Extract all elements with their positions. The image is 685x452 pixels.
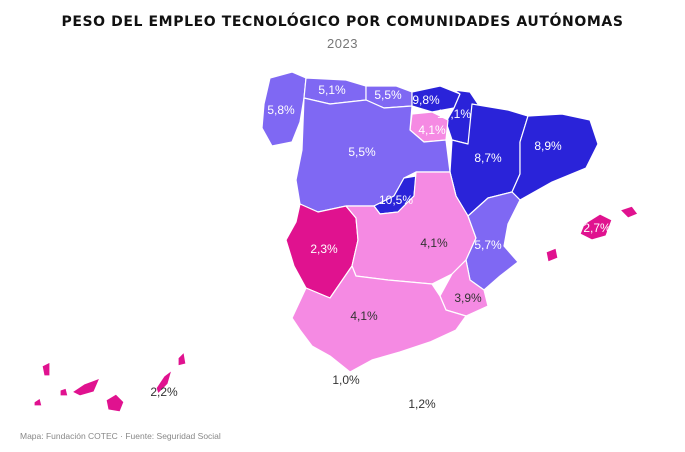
label-aragon: 8,7% [474, 151, 502, 165]
label-castilla-la-mancha: 4,1% [420, 236, 448, 250]
map-subtitle: 2023 [327, 36, 358, 51]
region-baleares-ibiza[interactable] [545, 247, 559, 263]
label-comunidad-valenciana: 5,7% [474, 238, 502, 252]
label-melilla: 1,2% [408, 397, 436, 411]
label-asturias: 5,1% [318, 83, 346, 97]
label-canarias: 2,2% [150, 385, 178, 399]
region-andalucia[interactable] [291, 265, 467, 373]
label-navarra: 10,1% [437, 107, 471, 121]
region-canarias-gomera[interactable] [59, 387, 69, 397]
label-andalucia: 4,1% [350, 309, 378, 323]
label-madrid: 10,5% [379, 193, 413, 207]
label-cataluna: 8,9% [534, 139, 562, 153]
value-labels: 5,8% 5,1% 5,5% 9,8% 10,1% 4,1% 8,7% 8,9%… [150, 83, 611, 411]
label-ceuta: 1,0% [332, 373, 360, 387]
region-canarias-lanzarote[interactable] [177, 351, 187, 367]
region-cataluna[interactable] [511, 113, 599, 201]
region-canarias-hierro[interactable] [33, 397, 43, 407]
region-canarias-tenerife[interactable] [71, 377, 101, 397]
map-source: Mapa: Fundación COTEC · Fuente: Segurida… [20, 431, 221, 441]
label-murcia: 3,9% [454, 291, 482, 305]
label-cantabria: 5,5% [374, 88, 402, 102]
label-la-rioja: 4,1% [418, 123, 446, 137]
label-extremadura: 2,3% [310, 242, 338, 256]
label-baleares: 2,7% [583, 221, 611, 235]
region-canarias-gran-canaria[interactable] [105, 393, 125, 413]
region-baleares-menorca[interactable] [619, 205, 639, 219]
region-galicia[interactable] [261, 71, 307, 147]
region-canarias-fuerteventura[interactable] [155, 369, 173, 395]
region-canarias-la-palma[interactable] [41, 361, 51, 377]
map-title: PESO DEL EMPLEO TECNOLÓGICO POR COMUNIDA… [61, 14, 624, 30]
label-castilla-y-leon: 5,5% [348, 145, 376, 159]
label-galicia: 5,8% [267, 103, 295, 117]
region-baleares-mallorca[interactable] [579, 213, 613, 241]
label-pais-vasco: 9,8% [412, 93, 440, 107]
